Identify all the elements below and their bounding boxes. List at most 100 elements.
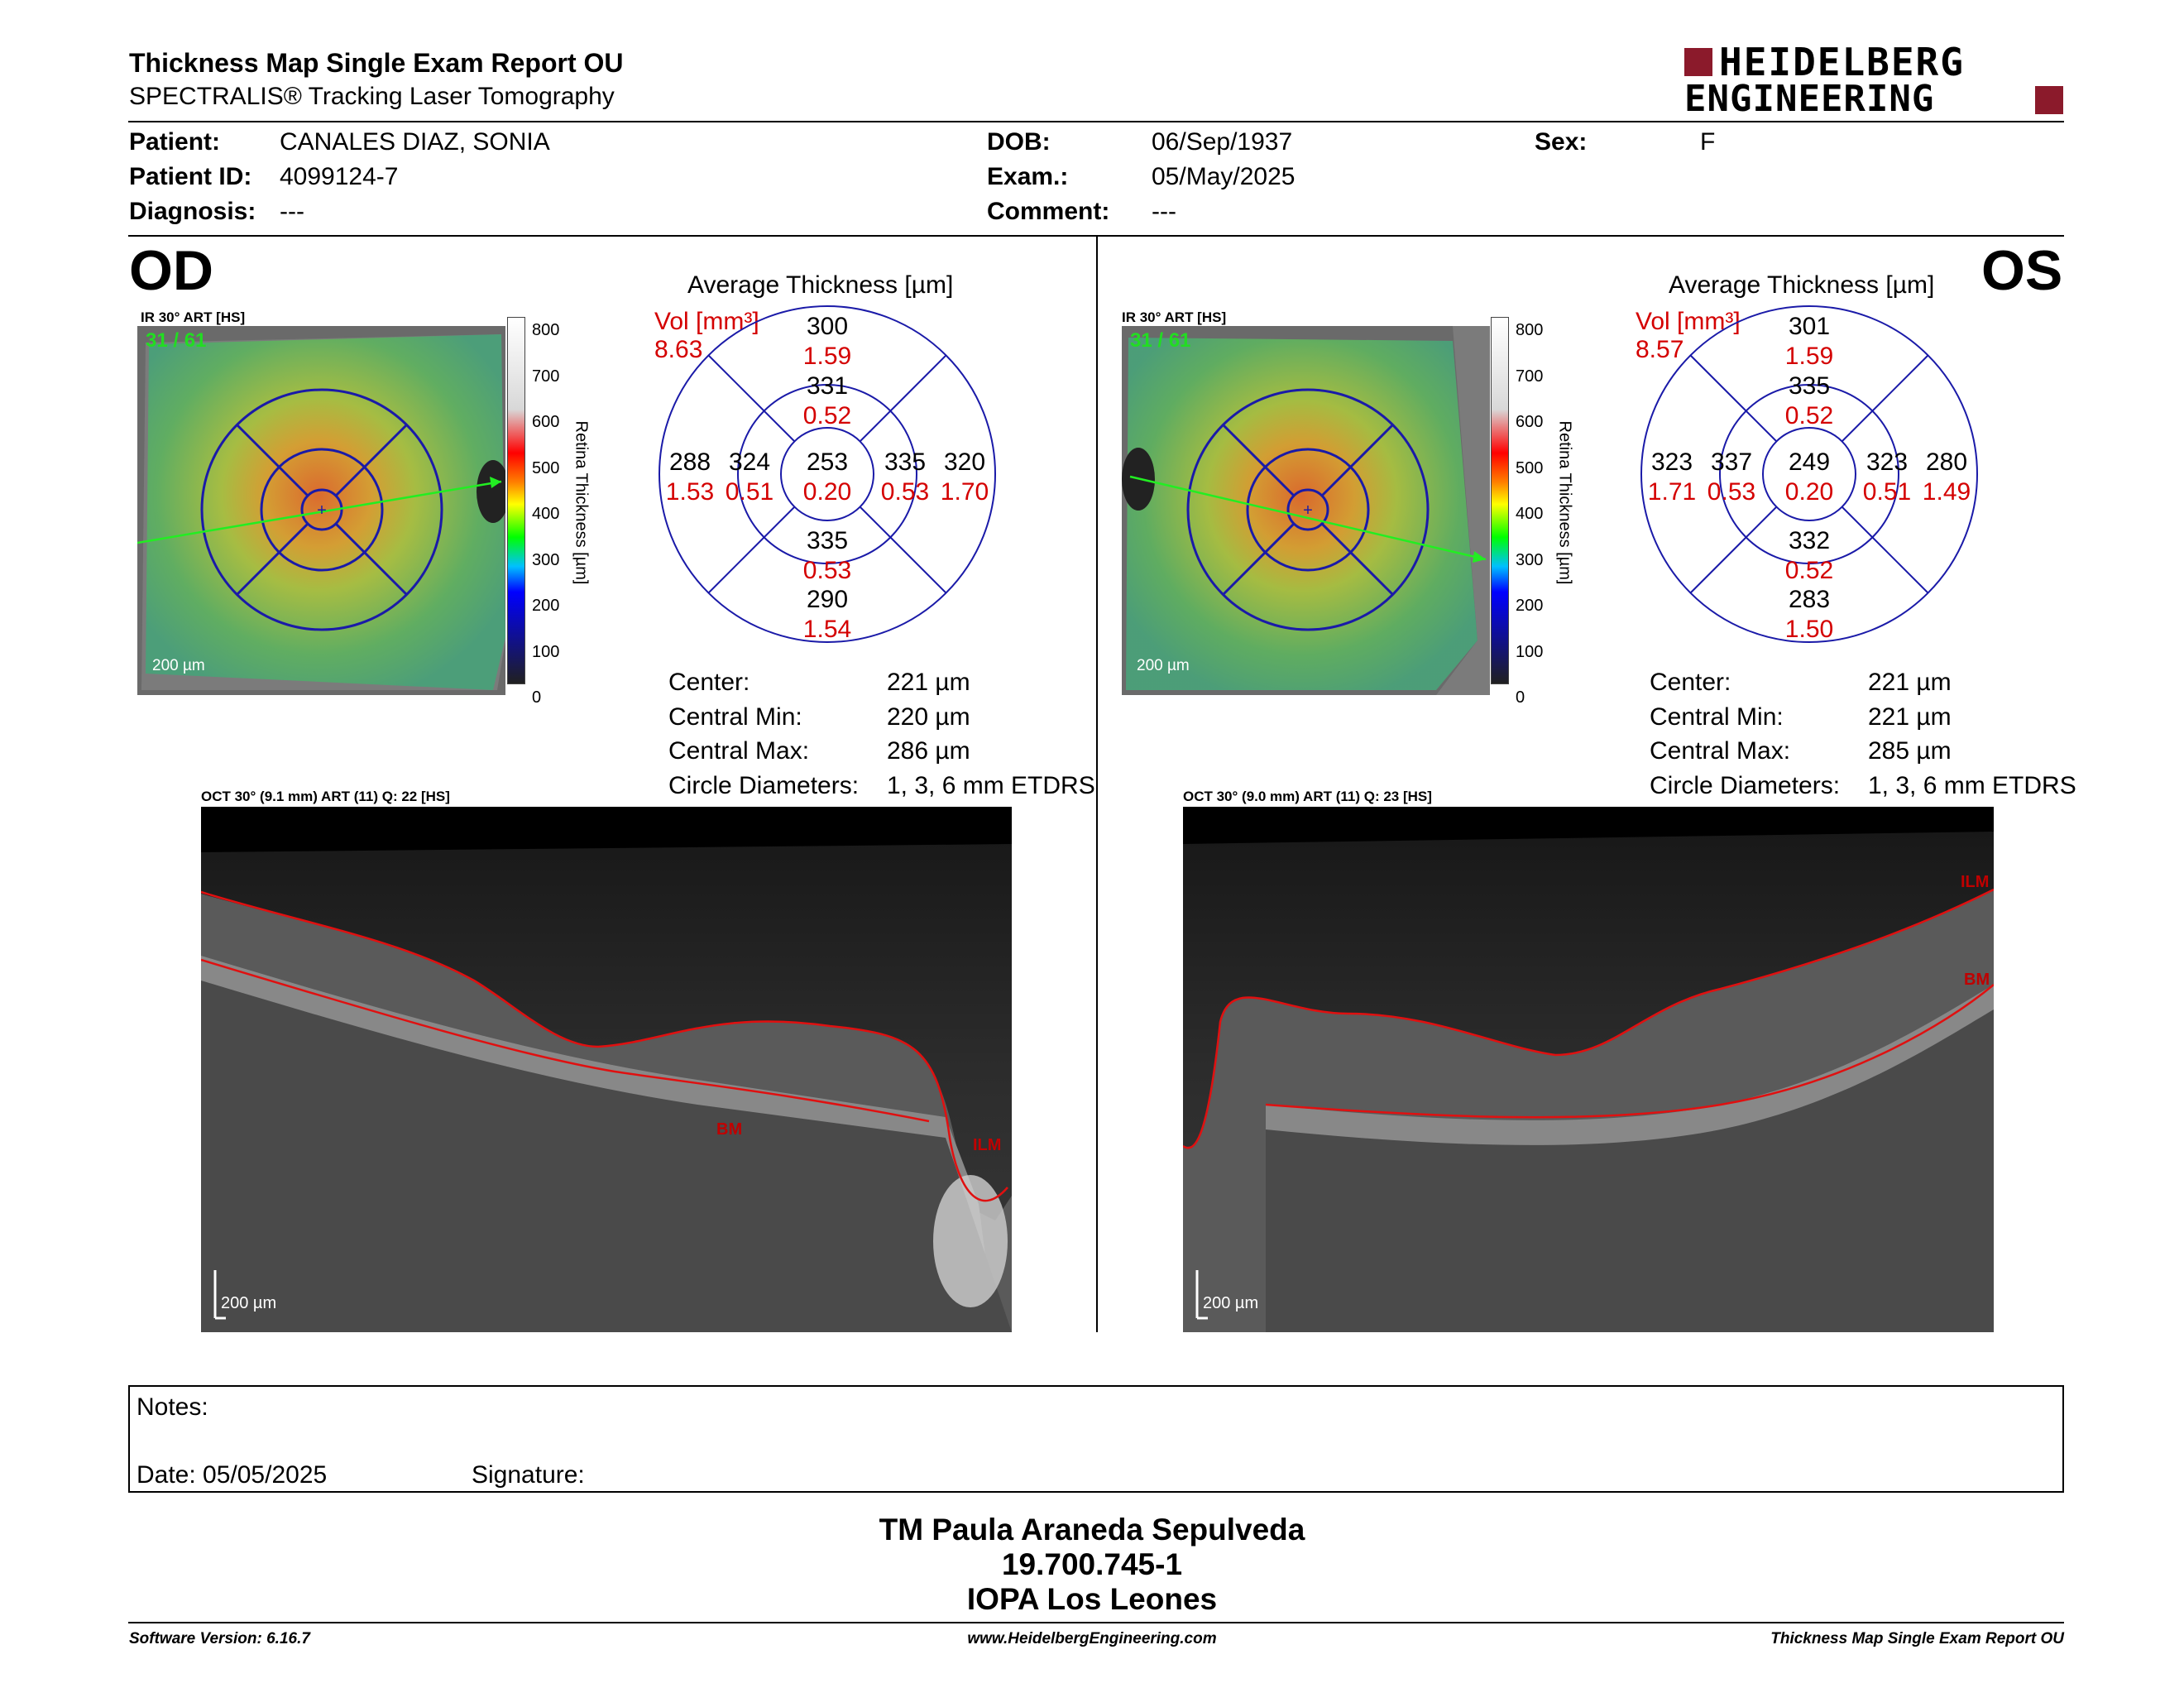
diagnosis-value: --- — [280, 198, 304, 225]
etdrs-inner-inferior-volume: 0.53 — [802, 557, 852, 584]
stat-value: 221 µm — [1868, 669, 1952, 696]
etdrs-center-volume: 0.20 — [802, 478, 852, 506]
software-version: Software Version: 6.16.7 — [129, 1630, 310, 1647]
etdrs-outer-left-thickness: 288 — [668, 448, 711, 476]
colorbar-tick: 200 — [532, 597, 560, 615]
colorbar-tick: 700 — [532, 367, 560, 386]
etdrs-outer-inferior-volume: 1.54 — [802, 616, 852, 643]
etdrs-inner-right-volume: 0.51 — [1862, 478, 1912, 506]
colorbar-tick: 700 — [1516, 367, 1544, 386]
etdrs-inner-inferior-thickness: 335 — [806, 527, 849, 554]
colorbar-tick: 100 — [1516, 642, 1544, 661]
divider — [128, 1622, 2064, 1623]
logo-square-bottom — [2035, 86, 2063, 114]
etdrs-inner-left-volume: 0.51 — [725, 478, 774, 506]
stat-label: Circle Diameters: — [668, 772, 860, 799]
etdrs-inner-right-volume: 0.53 — [880, 478, 930, 506]
center-divider — [1096, 237, 1098, 1332]
date-label: Date: 05/05/2025 — [136, 1461, 328, 1489]
sex-label: Sex: — [1535, 128, 1588, 156]
thickness-colorbar-os — [1491, 317, 1509, 684]
eye-label-od: OD — [129, 239, 213, 302]
colorbar-tick: 400 — [1516, 505, 1544, 523]
etdrs-outer-superior-thickness: 300 — [806, 313, 849, 340]
eye-label-os: OS — [1981, 239, 2063, 302]
stat-value: 1, 3, 6 mm ETDRS — [887, 772, 1095, 799]
etdrs-inner-superior-volume: 0.52 — [1784, 402, 1834, 429]
diagnosis-label: Diagnosis: — [129, 198, 256, 225]
etdrs-outer-right-volume: 1.49 — [1922, 478, 1971, 506]
svg-text:+: + — [1303, 501, 1313, 520]
stat-label: Center: — [1650, 669, 1731, 696]
dob-label: DOB: — [987, 128, 1051, 156]
exam-label: Exam.: — [987, 163, 1069, 190]
stat-value: 221 µm — [1868, 703, 1952, 731]
signature-label: Signature: — [472, 1461, 585, 1489]
scan-counter: 31 / 61 — [1130, 329, 1191, 352]
scale-bar-label: 200 µm — [1137, 657, 1190, 674]
etdrs-outer-inferior-thickness: 290 — [806, 586, 849, 613]
etdrs-inner-superior-thickness: 335 — [1788, 372, 1831, 400]
stat-label: Circle Diameters: — [1650, 772, 1841, 799]
etdrs-outer-left-thickness: 323 — [1650, 448, 1693, 476]
signature-id: 19.700.745-1 — [1001, 1547, 1183, 1581]
divider — [128, 235, 2064, 237]
stat-label: Central Min: — [1650, 703, 1784, 731]
stat-label: Central Max: — [1650, 737, 1791, 765]
colorbar-tick: 800 — [1516, 321, 1544, 339]
oct-bscan-od — [201, 807, 1012, 1332]
etdrs-inner-inferior-volume: 0.52 — [1784, 557, 1834, 584]
colorbar-ticks-os: 800 700 600 500 400 300 200 100 0 — [1516, 308, 1543, 722]
stat-value: 221 µm — [887, 669, 970, 696]
etdrs-inner-left-thickness: 337 — [1710, 448, 1753, 476]
etdrs-inner-left-thickness: 324 — [728, 448, 771, 476]
footer-report-name: Thickness Map Single Exam Report OU — [1770, 1630, 2064, 1647]
etdrs-outer-inferior-volume: 1.50 — [1784, 616, 1834, 643]
colorbar-tick: 200 — [1516, 597, 1544, 615]
colorbar-axis-label: Retina Thickness [µm] — [1555, 420, 1574, 585]
scale-bar-label: 200 µm — [152, 657, 205, 674]
signature-institution: IOPA Los Leones — [966, 1582, 1218, 1616]
divider — [128, 121, 2064, 122]
logo-text-bottom: ENGINEERING — [1684, 78, 1935, 120]
website-link[interactable]: www.HeidelbergEngineering.com — [967, 1630, 1217, 1647]
stat-value: 286 µm — [887, 737, 970, 765]
ir-label: IR 30° ART [HS] — [141, 309, 246, 325]
stat-value: 220 µm — [887, 703, 970, 731]
etdrs-outer-superior-thickness: 301 — [1788, 313, 1831, 340]
sex-value: F — [1700, 128, 1716, 156]
stat-label: Center: — [668, 669, 750, 696]
bm-label: BM — [1964, 971, 1990, 989]
stat-value: 285 µm — [1868, 737, 1952, 765]
notes-box[interactable]: Notes: Date: 05/05/2025 Signature: — [128, 1385, 2064, 1493]
patient-id-label: Patient ID: — [129, 163, 252, 190]
etdrs-grid-os — [1640, 305, 1978, 643]
etdrs-inner-right-thickness: 323 — [1866, 448, 1909, 476]
logo-square-top — [1684, 48, 1712, 76]
scan-counter: 31 / 61 — [146, 329, 207, 352]
etdrs-outer-superior-volume: 1.59 — [802, 343, 852, 370]
svg-text:+: + — [317, 501, 327, 520]
etdrs-outer-right-thickness: 320 — [943, 448, 986, 476]
bm-label: BM — [716, 1120, 743, 1139]
comment-value: --- — [1152, 198, 1176, 225]
etdrs-grid-od — [659, 305, 996, 643]
stat-value: 1, 3, 6 mm ETDRS — [1868, 772, 2076, 799]
fundus-thickness-map-od: + — [137, 326, 505, 695]
ilm-label: ILM — [1961, 873, 1990, 891]
avg-thickness-title: Average Thickness [µm] — [687, 271, 954, 299]
vol-total: 8.63 — [654, 336, 703, 363]
colorbar-tick: 0 — [532, 688, 542, 707]
ilm-label: ILM — [973, 1136, 1002, 1154]
report-title: Thickness Map Single Exam Report OU — [129, 48, 624, 78]
oct-scale-label: 200 µm — [221, 1294, 277, 1312]
avg-thickness-title: Average Thickness [µm] — [1669, 271, 1935, 299]
patient-id: 4099124-7 — [280, 163, 399, 190]
etdrs-center-thickness: 249 — [1788, 448, 1831, 476]
colorbar-tick: 500 — [532, 458, 560, 477]
colorbar-axis-label: Retina Thickness [µm] — [572, 420, 591, 585]
etdrs-inner-inferior-thickness: 332 — [1788, 527, 1831, 554]
etdrs-center-volume: 0.20 — [1784, 478, 1834, 506]
oct-label: OCT 30° (9.1 mm) ART (11) Q: 22 [HS] — [201, 789, 450, 804]
etdrs-outer-superior-volume: 1.59 — [1784, 343, 1834, 370]
